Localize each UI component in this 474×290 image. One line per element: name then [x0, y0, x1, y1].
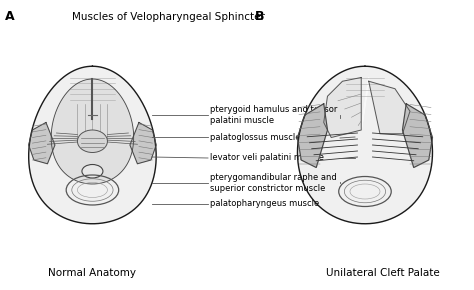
Text: Normal Anatomy: Normal Anatomy — [48, 268, 137, 278]
Ellipse shape — [82, 164, 103, 178]
Text: A: A — [5, 10, 15, 23]
Polygon shape — [298, 104, 328, 168]
Polygon shape — [298, 66, 432, 224]
Polygon shape — [29, 122, 55, 164]
Text: Muscles of Velopharyngeal Sphincter: Muscles of Velopharyngeal Sphincter — [72, 12, 264, 22]
Polygon shape — [369, 81, 410, 134]
Text: palatopharyngeus muscle: palatopharyngeus muscle — [210, 200, 319, 209]
Polygon shape — [51, 79, 134, 184]
Polygon shape — [361, 77, 369, 130]
Polygon shape — [402, 104, 432, 168]
Polygon shape — [29, 66, 156, 224]
Text: palatoglossus muscle: palatoglossus muscle — [210, 133, 301, 142]
Polygon shape — [324, 77, 361, 137]
Text: pterygomandibular raphe and
superior constrictor muscle: pterygomandibular raphe and superior con… — [210, 173, 337, 193]
Polygon shape — [130, 122, 156, 164]
Text: pterygoid hamulus and tensor
palatini muscle: pterygoid hamulus and tensor palatini mu… — [210, 105, 337, 125]
Ellipse shape — [77, 130, 108, 153]
Text: Unilateral Cleft Palate: Unilateral Cleft Palate — [326, 268, 440, 278]
Text: levator veli palatini muscle: levator veli palatini muscle — [210, 153, 324, 162]
Text: B: B — [255, 10, 264, 23]
